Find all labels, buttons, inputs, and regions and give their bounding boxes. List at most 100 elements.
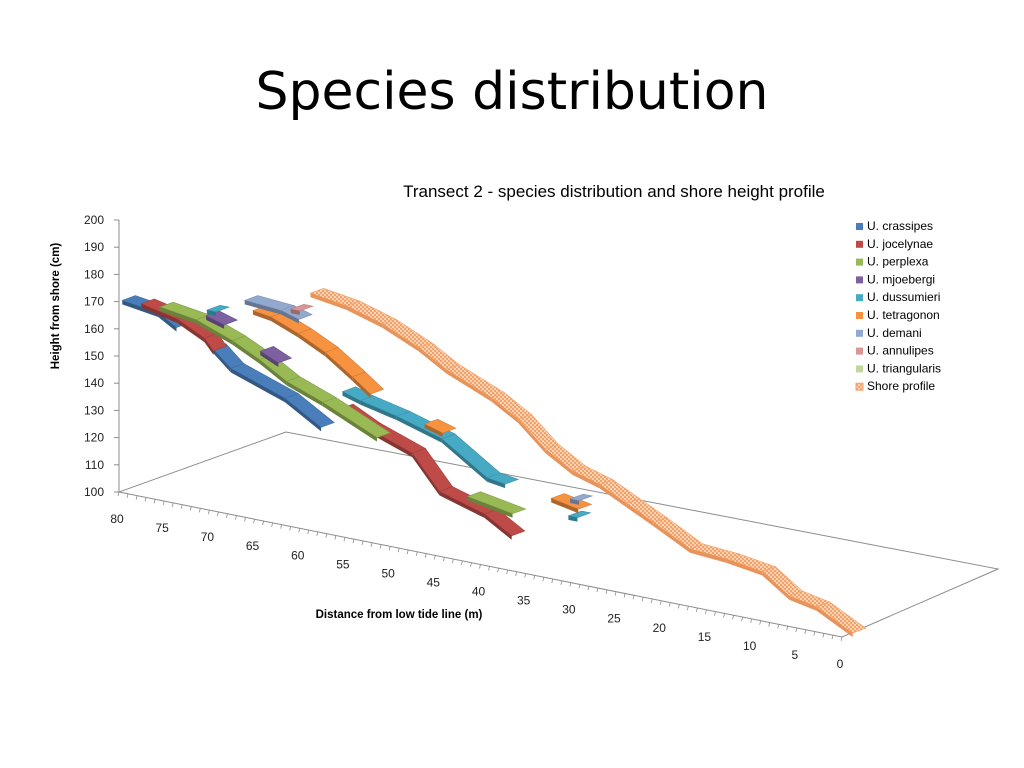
ribbon-side [259, 359, 287, 386]
x-tick-mark [162, 500, 165, 506]
legend-item: U. crassipes [856, 219, 933, 233]
x-tick-mark [379, 544, 382, 549]
x-tick-mark [677, 604, 680, 609]
ribbon-side [816, 606, 853, 638]
ribbon-side [653, 522, 690, 553]
x-tick-label: 20 [653, 621, 667, 635]
y-tick-label: 140 [84, 376, 104, 390]
ribbon-side [491, 397, 519, 424]
x-tick-mark [325, 533, 328, 538]
ribbon-side [445, 369, 492, 402]
x-tick-mark [253, 519, 255, 524]
x-tick-mark [750, 618, 753, 623]
x-tick-mark [614, 591, 617, 596]
x-tick-label: 0 [837, 657, 844, 671]
ribbon-side [412, 453, 440, 496]
ribbon-side [310, 293, 347, 310]
x-tick-mark [732, 615, 734, 620]
ribbon-side [280, 310, 299, 324]
ribbon-side [352, 376, 371, 399]
y-tick-label: 160 [84, 322, 104, 336]
ribbon-side [599, 484, 627, 508]
x-tick-mark [741, 616, 743, 622]
ribbon-side [141, 303, 178, 324]
x-tick-label: 25 [607, 612, 621, 626]
ribbon-side [270, 317, 299, 338]
x-tick-mark [361, 540, 364, 546]
x-tick-mark [506, 569, 509, 575]
y-tick-label: 180 [84, 267, 104, 281]
x-tick-label: 70 [201, 530, 215, 544]
x-tick-mark [343, 537, 346, 542]
ribbon-side [441, 438, 488, 482]
x-tick-mark [433, 555, 436, 560]
ribbon-side [284, 398, 322, 432]
x-tick-mark [488, 566, 490, 571]
legend-item: U. perplexa [856, 255, 929, 269]
slide-title: Species distribution [255, 62, 769, 122]
series-u-jocelynae [140, 298, 526, 540]
ribbon-side [122, 300, 159, 318]
x-tick-mark [641, 597, 644, 602]
series-u-perplexa [159, 301, 527, 518]
x-tick-mark [632, 595, 635, 600]
x-tick-mark [470, 562, 472, 567]
x-tick-mark [723, 613, 725, 618]
x-tick-mark [180, 504, 183, 509]
ribbon-side [626, 503, 654, 527]
ribbon-side [298, 333, 326, 357]
legend-swatch [856, 240, 863, 248]
x-tick-mark [334, 535, 337, 540]
x-tick-mark [370, 542, 373, 547]
x-tick-label: 35 [517, 594, 531, 608]
legend-swatch [856, 365, 863, 373]
x-tick-mark [388, 546, 391, 551]
x-tick-mark [813, 631, 816, 636]
x-tick-mark [207, 510, 210, 515]
x-tick-mark [560, 580, 563, 585]
x-tick-mark [244, 517, 246, 522]
ribbon-side [196, 319, 233, 345]
legend-label: U. dussumieri [867, 290, 940, 304]
x-tick-mark [650, 598, 653, 604]
x-tick-mark [587, 586, 590, 591]
legend-label: U. annulipes [867, 344, 934, 358]
x-tick-mark [262, 520, 264, 526]
ribbon-side [325, 352, 353, 381]
ribbon-side [204, 338, 214, 355]
x-tick-mark [117, 491, 120, 497]
x-tick-label: 55 [336, 557, 350, 571]
legend-label: U. crassipes [867, 219, 933, 233]
floor-outline [117, 431, 1000, 638]
x-tick-label: 5 [791, 648, 798, 662]
legend-swatch [856, 294, 863, 302]
ribbon-top [423, 418, 457, 434]
y-tick-label: 150 [84, 349, 104, 363]
y-axis-label: Height from shore (cm) [50, 243, 62, 370]
legend-item: U. mjoebergi [856, 272, 935, 286]
ribbon-side [342, 391, 361, 405]
x-tick-label: 10 [743, 639, 757, 653]
x-tick-mark [714, 611, 716, 616]
x-tick-mark [171, 502, 174, 507]
legend-label: U. mjoebergi [867, 272, 935, 286]
ribbon-side [260, 351, 279, 367]
x-tick-mark [777, 624, 780, 629]
legend-swatch [855, 382, 864, 391]
series-u-crassipes [121, 295, 335, 432]
x-tick-mark [542, 577, 545, 582]
ribbon-side [206, 310, 216, 316]
x-tick-mark [406, 549, 409, 555]
legend-swatch [856, 347, 863, 355]
legend-item: U. dussumieri [856, 290, 940, 304]
x-tick-mark [217, 511, 219, 517]
x-tick-mark [596, 587, 599, 593]
ribbon-top [441, 433, 501, 479]
y-tick-label: 100 [84, 485, 104, 499]
x-tick-label: 40 [472, 585, 486, 599]
x-tick-mark [316, 531, 319, 536]
x-tick-mark [515, 571, 518, 576]
x-tick-mark [189, 506, 192, 511]
ribbon-side [286, 381, 323, 407]
